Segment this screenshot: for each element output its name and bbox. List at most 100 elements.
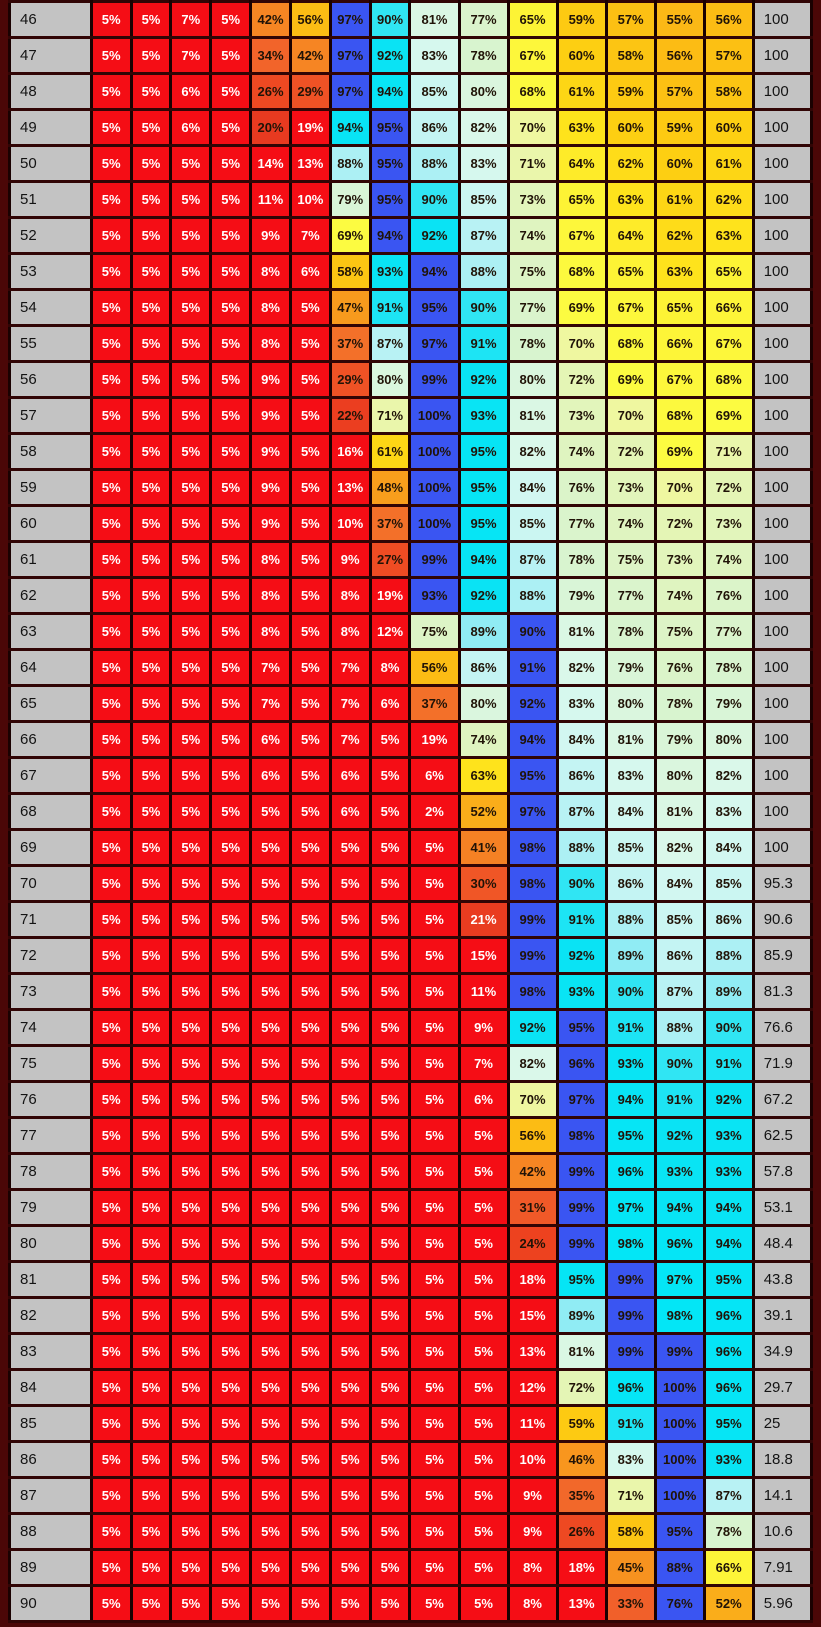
percent-cell: 19% [288, 108, 332, 147]
heatmap-table-body: 46 5% 5% 7% 5% 42% 56% 97% 90% 81% 77% 65% 59% 57% 55%… [8, 0, 814, 1623]
percent-cell: 5% [89, 756, 133, 795]
percent-cell: 5% [328, 1152, 372, 1191]
percent-cell: 90% [653, 1044, 706, 1083]
percent-cell: 78% [702, 648, 755, 687]
percent-cell: 5% [89, 504, 133, 543]
percent-cell: 86% [604, 864, 657, 903]
percent-cell: 81% [555, 1332, 608, 1371]
percent-cell: 5% [169, 684, 213, 723]
percent-cell: 92% [408, 216, 461, 255]
row-label: 88 [8, 1512, 93, 1551]
percent-cell: 7% [288, 216, 332, 255]
percent-cell: 5% [288, 828, 332, 867]
percent-cell: 5% [328, 1440, 372, 1479]
percent-cell: 5% [408, 1116, 461, 1155]
percent-cell: 9% [457, 1008, 510, 1047]
percent-cell: 59% [555, 1404, 608, 1443]
row-label: 53 [8, 252, 93, 291]
percent-cell: 5% [89, 1476, 133, 1515]
percent-cell: 71% [506, 144, 559, 183]
percent-cell: 80% [457, 684, 510, 723]
table-row: 64 5% 5% 5% 5% 7% 5% 7% 8% 56% 86% 91% 82% 79% 76% 78% 1… [8, 648, 814, 687]
row-label: 55 [8, 324, 93, 363]
percent-cell: 5% [288, 1440, 332, 1479]
table-row: 73 5% 5% 5% 5% 5% 5% 5% 5% 5% 11% 98% 93% 90% 87% 89% 81… [8, 972, 814, 1011]
percent-cell: 71% [368, 396, 412, 435]
percent-cell: 5% [209, 0, 253, 39]
percent-cell: 5% [408, 864, 461, 903]
percent-cell: 9% [249, 360, 292, 399]
percent-cell: 65% [506, 0, 559, 39]
percent-cell: 5% [209, 612, 253, 651]
percent-cell: 15% [457, 936, 510, 975]
percent-cell: 52% [702, 1584, 755, 1623]
row-label: 48 [8, 72, 93, 111]
percent-cell: 5% [209, 1512, 253, 1551]
percent-cell: 95% [555, 1260, 608, 1299]
percent-cell: 97% [328, 0, 372, 39]
percent-cell: 91% [555, 900, 608, 939]
percent-cell: 5% [129, 1116, 173, 1155]
table-row: 83 5% 5% 5% 5% 5% 5% 5% 5% 5% 5% 13% 81% 99% 99% 96% 34.… [8, 1332, 814, 1371]
percent-cell: 18% [506, 1260, 559, 1299]
percent-cell: 70% [604, 396, 657, 435]
row-label: 70 [8, 864, 93, 903]
percent-cell: 75% [604, 540, 657, 579]
table-row: 82 5% 5% 5% 5% 5% 5% 5% 5% 5% 5% 15% 89% 99% 98% 96% 39.… [8, 1296, 814, 1335]
percent-cell: 5% [249, 1260, 292, 1299]
percent-cell: 72% [604, 432, 657, 471]
percent-cell: 78% [702, 1512, 755, 1551]
percent-cell: 5% [288, 1548, 332, 1587]
percent-cell: 5% [169, 1296, 213, 1335]
percent-cell: 88% [653, 1548, 706, 1587]
percent-cell: 5% [328, 1368, 372, 1407]
percent-cell: 9% [328, 540, 372, 579]
percent-cell: 89% [604, 936, 657, 975]
percent-cell: 97% [328, 36, 372, 75]
percent-cell: 5% [129, 648, 173, 687]
percent-cell: 5% [249, 1332, 292, 1371]
percent-cell: 70% [506, 1080, 559, 1119]
percent-cell: 5% [209, 684, 253, 723]
table-row: 59 5% 5% 5% 5% 9% 5% 13% 48% 100% 95% 84% 76% 73% 70% 7… [8, 468, 814, 507]
percent-cell: 5% [129, 396, 173, 435]
right-value-cell: 100 [751, 396, 814, 435]
right-value-cell: 90.6 [751, 900, 814, 939]
percent-cell: 87% [702, 1476, 755, 1515]
percent-cell: 5% [89, 108, 133, 147]
right-value-cell: 100 [751, 576, 814, 615]
percent-cell: 5% [209, 1044, 253, 1083]
row-label: 68 [8, 792, 93, 831]
right-value-cell: 18.8 [751, 1440, 814, 1479]
percent-cell: 9% [249, 396, 292, 435]
right-value-cell: 39.1 [751, 1296, 814, 1335]
table-row: 86 5% 5% 5% 5% 5% 5% 5% 5% 5% 5% 10% 46% 83% 100% 93% 18… [8, 1440, 814, 1479]
percent-cell: 5% [368, 1044, 412, 1083]
percent-cell: 11% [249, 180, 292, 219]
percent-cell: 5% [89, 1440, 133, 1479]
percent-cell: 91% [506, 648, 559, 687]
percent-cell: 78% [457, 36, 510, 75]
percent-cell: 83% [457, 144, 510, 183]
percent-cell: 5% [89, 828, 133, 867]
percent-cell: 5% [89, 36, 133, 75]
percent-cell: 5% [328, 972, 372, 1011]
percent-cell: 5% [209, 432, 253, 471]
percent-cell: 8% [249, 576, 292, 615]
percent-cell: 2% [408, 792, 461, 831]
right-value-cell: 100 [751, 612, 814, 651]
percent-cell: 46% [555, 1440, 608, 1479]
percent-cell: 8% [328, 576, 372, 615]
percent-cell: 80% [457, 72, 510, 111]
table-row: 52 5% 5% 5% 5% 9% 7% 69% 94% 92% 87% 74% 67% 64% 62% 63… [8, 216, 814, 255]
percent-cell: 5% [209, 1152, 253, 1191]
percent-cell: 95% [457, 432, 510, 471]
percent-cell: 5% [129, 1368, 173, 1407]
percent-cell: 94% [604, 1080, 657, 1119]
percent-cell: 5% [249, 972, 292, 1011]
table-row: 71 5% 5% 5% 5% 5% 5% 5% 5% 5% 21% 99% 91% 88% 85% 86% 90… [8, 900, 814, 939]
percent-cell: 73% [555, 396, 608, 435]
percent-cell: 5% [209, 1116, 253, 1155]
right-value-cell: 7.91 [751, 1548, 814, 1587]
